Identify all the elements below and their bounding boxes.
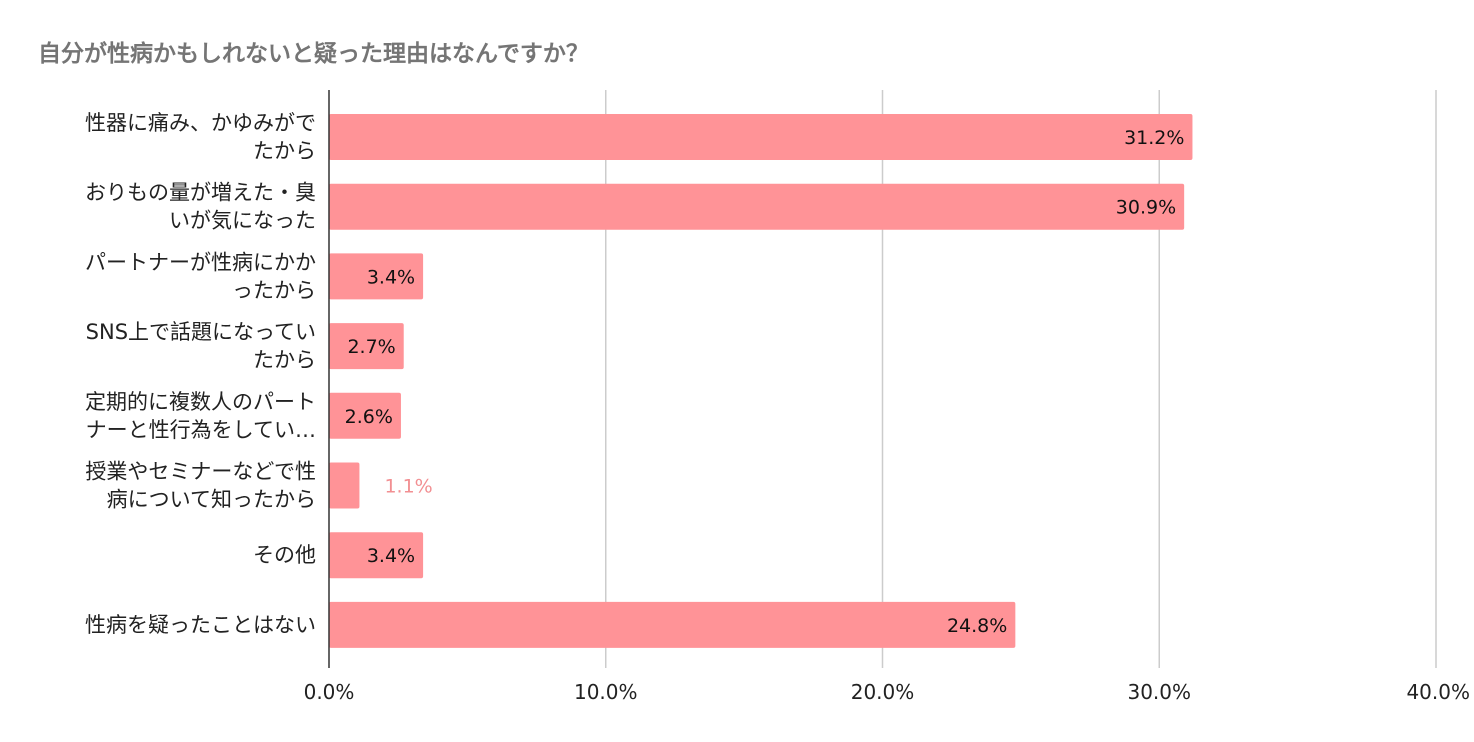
- category-label: ったから: [232, 278, 316, 302]
- bar: [329, 253, 424, 300]
- bar: [329, 392, 401, 439]
- chart-title: 自分が性病かもしれないと疑った理由はなんですか？: [38, 41, 589, 67]
- category-label: たから: [253, 139, 316, 163]
- category-label: その他: [253, 543, 316, 567]
- category-label: 授業やセミナーなどで性: [85, 460, 316, 484]
- data-label: 1.1%: [384, 476, 432, 498]
- category-label: パートナーが性病にかか: [85, 250, 316, 274]
- x-axis-ticks: 0.0% 10.0% 20.0% 30.0% 40.0%: [304, 680, 1470, 704]
- data-label: 2.7%: [347, 336, 395, 358]
- x-tick-label: 30.0%: [1127, 680, 1191, 704]
- x-tick-label: 40.0%: [1406, 680, 1470, 704]
- data-label: 24.8%: [947, 615, 1007, 637]
- category-label: 定期的に複数人のパート: [85, 390, 316, 414]
- category-label: 性病を疑ったことはない: [85, 613, 316, 637]
- category-label: 性器に痛み、かゆみがで: [85, 111, 316, 135]
- bar: [329, 601, 1016, 648]
- bar: [329, 183, 1185, 230]
- data-label: 3.4%: [367, 545, 415, 567]
- category-label: 病について知ったから: [107, 488, 316, 512]
- category-label: SNS上で話題になってい: [86, 320, 316, 344]
- category-labels: 性器に痛み、かゆみがでたからおりもの量が増えた・臭いが気になったパートナーが性病…: [85, 111, 316, 637]
- x-tick-label: 10.0%: [574, 680, 638, 704]
- data-label: 2.6%: [345, 406, 393, 428]
- x-tick-label: 20.0%: [851, 680, 915, 704]
- category-label: たから: [253, 348, 316, 372]
- category-label: おりもの量が増えた・臭: [85, 181, 316, 205]
- bars: [329, 114, 1193, 648]
- category-label: いが気になった: [169, 209, 316, 233]
- data-label: 3.4%: [367, 266, 415, 288]
- x-tick-label: 0.0%: [304, 680, 355, 704]
- grid-lines: [605, 90, 1437, 668]
- bar: [329, 462, 360, 509]
- bar: [329, 532, 424, 579]
- data-label: 31.2%: [1124, 127, 1184, 149]
- category-label: ナーと性行為をしてい…: [86, 418, 316, 442]
- data-labels: 31.2% 30.9% 3.4% 2.7% 2.6% 1.1% 3.4% 24.8%: [345, 127, 1185, 637]
- bar: [329, 323, 404, 370]
- data-label: 30.9%: [1116, 197, 1176, 219]
- bar: [329, 114, 1193, 160]
